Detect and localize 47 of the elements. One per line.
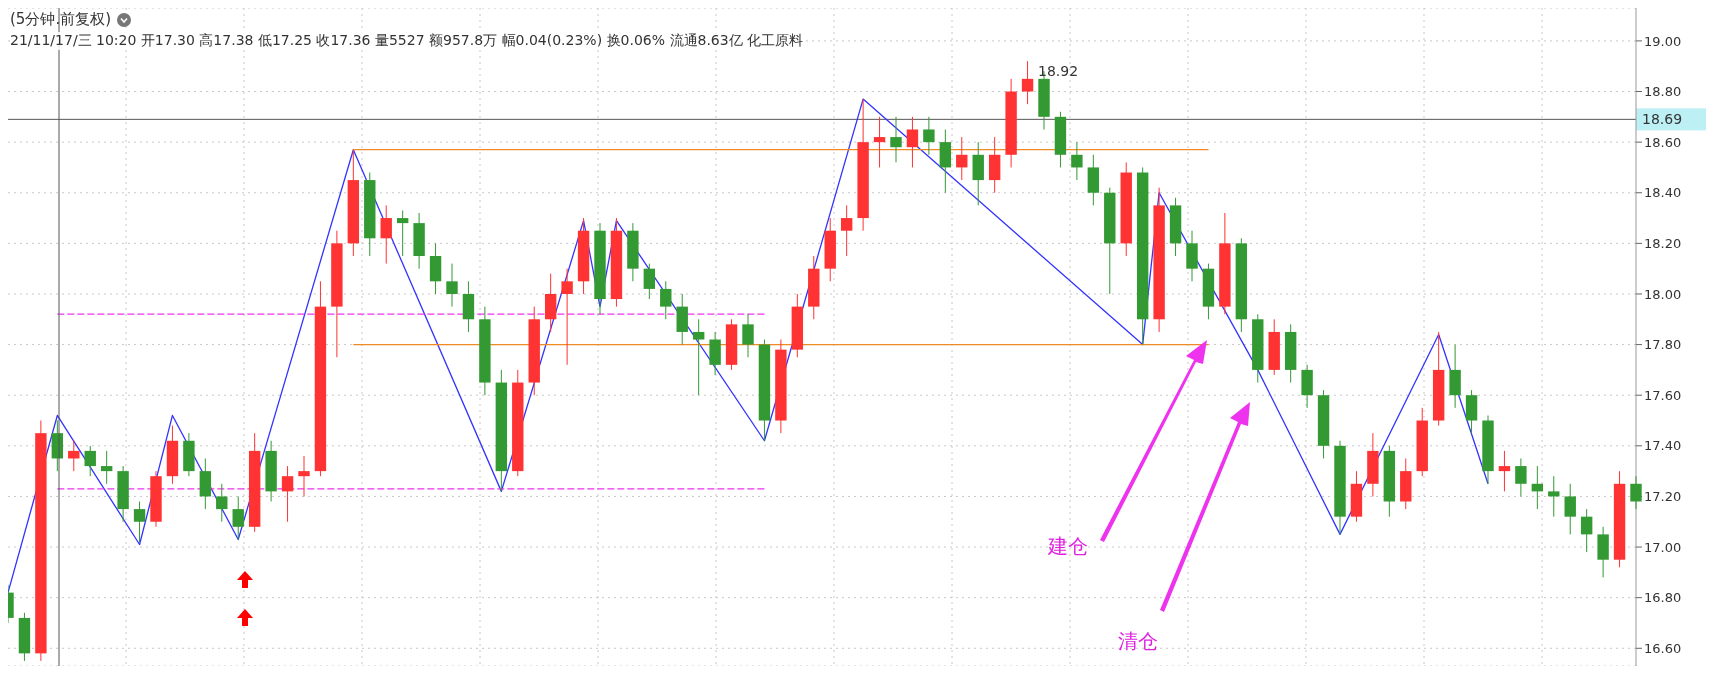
candlestick — [380, 204, 392, 265]
candlestick — [281, 465, 294, 523]
y-tick-label: 17.40 — [1644, 438, 1682, 454]
candlestick — [133, 501, 146, 543]
candlestick — [1564, 483, 1576, 535]
y-tick-label: 16.60 — [1644, 640, 1682, 656]
y-tick-label: 17.80 — [1644, 337, 1682, 353]
candlestick — [1580, 508, 1593, 553]
candlestick — [840, 204, 853, 257]
candlestick — [100, 450, 113, 485]
candlestick — [396, 209, 409, 257]
candlestick — [890, 116, 902, 163]
candlestick — [232, 495, 244, 540]
y-tick-label: 18.60 — [1644, 134, 1682, 150]
annotation: 清仓 — [1118, 629, 1158, 653]
candlestick — [1548, 475, 1560, 518]
y-tick-label: 17.20 — [1644, 489, 1682, 505]
candlestick — [446, 263, 458, 308]
annotation: 建仓 — [1047, 534, 1088, 558]
y-tick-label: 16.80 — [1644, 590, 1682, 606]
y-tick-label: 17.60 — [1644, 387, 1682, 403]
y-tick-label: 18.20 — [1644, 235, 1682, 251]
candlestick — [561, 268, 573, 366]
candlestick — [1021, 60, 1034, 105]
candlestick — [1515, 457, 1527, 497]
candlestick — [1071, 141, 1083, 181]
candlestick — [643, 263, 656, 300]
chart-title: (5分钟.前复权) — [10, 10, 112, 29]
y-tick-label: 18.00 — [1644, 286, 1682, 302]
candlestick — [692, 318, 705, 396]
candlestick — [956, 136, 968, 181]
y-tick-label: 17.00 — [1644, 539, 1682, 555]
candlestick — [923, 116, 935, 156]
y-tick-label: 18.40 — [1644, 185, 1682, 201]
ref-line-label: 18.69 — [1642, 111, 1683, 128]
annotation: 18.92 — [1038, 63, 1079, 79]
candlestick — [1498, 450, 1511, 492]
y-tick-label: 18.80 — [1644, 84, 1682, 100]
candlestick — [873, 116, 886, 168]
text: 21/11/17/三 10:20 开17.30 高17.38 低17.25 收17.36 量5527 额957.8万 幅0.04(0.23%) 换0.06% 流通8.63亿 化工原料 — [10, 32, 804, 50]
candlestick — [742, 313, 754, 358]
y-tick-label: 19.00 — [1644, 33, 1682, 49]
candlestick — [660, 280, 672, 320]
candlestick — [298, 455, 310, 497]
candlestick — [84, 445, 96, 477]
candlestick — [216, 483, 228, 523]
candlestick — [906, 116, 919, 168]
